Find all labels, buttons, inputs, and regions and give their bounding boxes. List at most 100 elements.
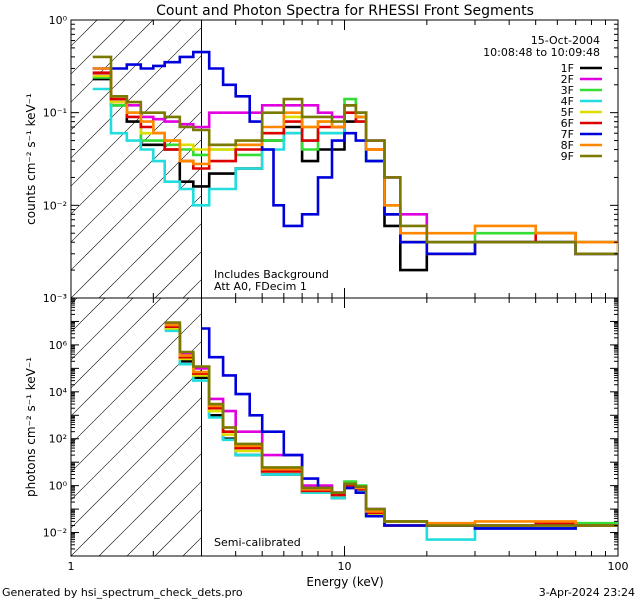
counts-panel: 10⁻³ 10⁻² 10⁻¹ 10⁰ counts cm⁻² s⁻¹ keV⁻¹ In…: [24, 14, 640, 305]
footer-generated-by: Generated by hsi_spectrum_check_dets.pro: [2, 586, 243, 599]
photons-hatch-line: [267, 298, 525, 556]
legend-label-5F: 5F: [561, 106, 574, 119]
counts-ytick-label: 10⁻¹: [43, 107, 67, 120]
counts-hatch-line: [71, 20, 98, 47]
counts-hatch-line: [71, 83, 202, 215]
legend-label-3F: 3F: [561, 84, 574, 97]
photons-hatch-line: [71, 313, 202, 445]
counts-ytick-label: 10⁻²: [43, 199, 67, 212]
x-tick-label: 100: [608, 560, 629, 573]
counts-hatch-line: [71, 20, 182, 131]
photons-y-ticks: 10⁻² 10⁰ 10² 10⁴ 10⁶: [43, 297, 618, 557]
counts-hatch-line: [239, 20, 517, 298]
counts-hatch-line: [71, 20, 126, 75]
counts-hatch-line: [267, 20, 545, 298]
photons-hatch-line: [547, 298, 640, 556]
counts-hatch-line: [351, 20, 629, 298]
legend-label-4F: 4F: [561, 95, 574, 108]
photons-hatch-line: [126, 481, 202, 556]
counts-hatch-line: [71, 139, 202, 271]
photons-hatch-line: [71, 298, 134, 361]
counts-ytick-label: 10⁰: [49, 14, 68, 27]
photons-series-layer: [164, 321, 618, 541]
photons-hatch-line: [71, 397, 202, 529]
photons-hatch-line: [71, 298, 162, 389]
legend-label-6F: 6F: [561, 117, 574, 130]
counts-series-3F: [92, 76, 618, 244]
x-tick-label: 1: [68, 560, 75, 573]
x-axis-label: Energy (keV): [306, 575, 383, 589]
counts-hatch-line: [603, 20, 640, 298]
photons-hatch-line: [71, 425, 202, 556]
counts-annotation-background: Includes Background: [214, 268, 329, 281]
legend-label-7F: 7F: [561, 128, 574, 141]
photons-hatch-line: [295, 298, 553, 556]
counts-hatch-line: [126, 223, 202, 298]
photons-hatch-line: [463, 298, 640, 556]
photons-y-axis-label: photons cm⁻² s⁻¹ keV⁻¹: [24, 357, 38, 497]
photons-hatch-line: [211, 298, 469, 556]
time-range: 10:08:48 to 10:09:48: [483, 46, 600, 59]
photons-hatch-line: [182, 537, 202, 556]
photons-ytick-label: 10⁻²: [43, 527, 67, 540]
photons-series-9F: [164, 321, 618, 527]
photons-series-7F: [201, 327, 618, 530]
counts-hatch-line: [463, 20, 640, 298]
observation-date: 15-Oct-2004: [531, 34, 600, 47]
counts-y-axis-label: counts cm⁻² s⁻¹ keV⁻¹: [24, 93, 38, 225]
counts-hatch-line: [519, 20, 640, 298]
photons-series-2F: [164, 322, 618, 527]
counts-hatch-line: [407, 20, 640, 298]
counts-series-8F: [92, 67, 618, 244]
counts-annotation-attenuator: Att A0, FDecim 1: [214, 280, 307, 293]
counts-series-layer: [92, 50, 618, 272]
photons-hatch-line: [71, 369, 202, 501]
counts-series-7F: [92, 50, 618, 256]
photons-hatch-line: [71, 298, 78, 305]
photons-hatch-line: [379, 298, 637, 556]
counts-hatch-line: [323, 20, 601, 298]
photons-ytick-label: 10⁰: [49, 480, 68, 493]
photons-hatch-line: [154, 509, 202, 556]
photons-ytick-label: 10⁴: [49, 386, 68, 399]
photons-hatch-line: [98, 453, 202, 556]
photons-series-8F: [164, 323, 618, 527]
counts-series-9F: [92, 55, 618, 256]
legend-label-8F: 8F: [561, 139, 574, 152]
counts-hatch-line: [182, 279, 202, 298]
counts-ytick-label: 10⁻³: [43, 292, 67, 305]
counts-hatch-line: [295, 20, 573, 298]
photons-annotation-semicalibrated: Semi-calibrated: [214, 536, 301, 549]
x-tick-label: 10: [338, 560, 352, 573]
photons-series-3F: [164, 325, 618, 527]
photons-hatch-line: [351, 298, 609, 556]
footer-timestamp: 3-Apr-2024 23:24: [539, 586, 635, 599]
counts-hatch-line: [154, 251, 202, 298]
counts-hatch-line: [98, 195, 202, 298]
photons-series-6F: [164, 325, 618, 527]
counts-shaded-region: [71, 20, 640, 298]
counts-hatch-line: [71, 20, 154, 103]
photons-hatch-line: [575, 298, 640, 556]
chart-title: Count and Photon Spectra for RHESSI Fron…: [156, 3, 534, 19]
photons-hatch-line: [323, 298, 581, 556]
counts-hatch-line: [71, 55, 202, 187]
photons-shaded-region: [71, 298, 640, 556]
photons-hatch-line: [71, 341, 202, 473]
photons-hatch-line: [71, 298, 190, 417]
photons-ytick-label: 10⁶: [49, 339, 68, 352]
x-axis: 1 10 100 Energy (keV): [68, 20, 629, 589]
legend-label-9F: 9F: [561, 150, 574, 163]
counts-hatch-line: [435, 20, 640, 298]
x-ticks: 1 10 100: [68, 20, 629, 573]
counts-hatch-line: [211, 20, 489, 298]
photons-hatch-line: [519, 298, 640, 556]
photons-hatch-line: [435, 298, 640, 556]
photons-hatch-line: [71, 298, 106, 333]
legend-label-1F: 1F: [561, 62, 574, 75]
counts-hatch-line: [575, 20, 640, 298]
photons-plot-frame: [70, 297, 619, 557]
